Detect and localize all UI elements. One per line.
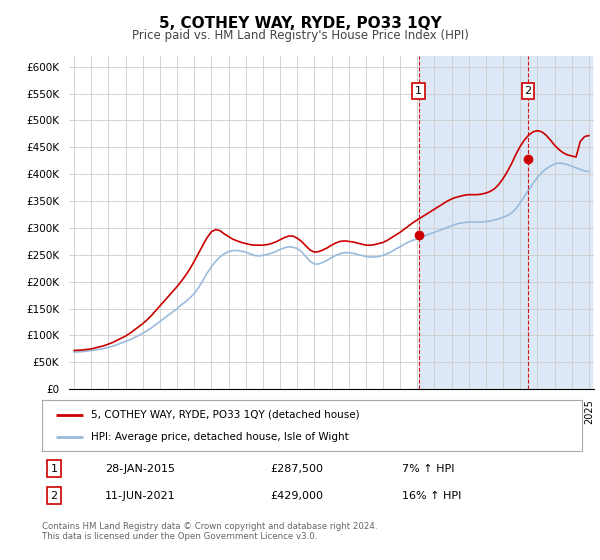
Text: 1: 1 xyxy=(50,464,58,474)
Text: HPI: Average price, detached house, Isle of Wight: HPI: Average price, detached house, Isle… xyxy=(91,432,349,442)
Text: 16% ↑ HPI: 16% ↑ HPI xyxy=(402,491,461,501)
Text: 7% ↑ HPI: 7% ↑ HPI xyxy=(402,464,455,474)
Text: £429,000: £429,000 xyxy=(270,491,323,501)
Text: Contains HM Land Registry data © Crown copyright and database right 2024.
This d: Contains HM Land Registry data © Crown c… xyxy=(42,522,377,542)
Text: 1: 1 xyxy=(415,86,422,96)
Text: £287,500: £287,500 xyxy=(270,464,323,474)
Text: 5, COTHEY WAY, RYDE, PO33 1QY (detached house): 5, COTHEY WAY, RYDE, PO33 1QY (detached … xyxy=(91,409,359,419)
Text: 2: 2 xyxy=(524,86,532,96)
Text: 11-JUN-2021: 11-JUN-2021 xyxy=(105,491,176,501)
Text: 5, COTHEY WAY, RYDE, PO33 1QY: 5, COTHEY WAY, RYDE, PO33 1QY xyxy=(158,16,442,31)
Bar xyxy=(419,56,592,389)
Text: 28-JAN-2015: 28-JAN-2015 xyxy=(105,464,175,474)
Text: 2: 2 xyxy=(50,491,58,501)
Text: Price paid vs. HM Land Registry's House Price Index (HPI): Price paid vs. HM Land Registry's House … xyxy=(131,29,469,42)
